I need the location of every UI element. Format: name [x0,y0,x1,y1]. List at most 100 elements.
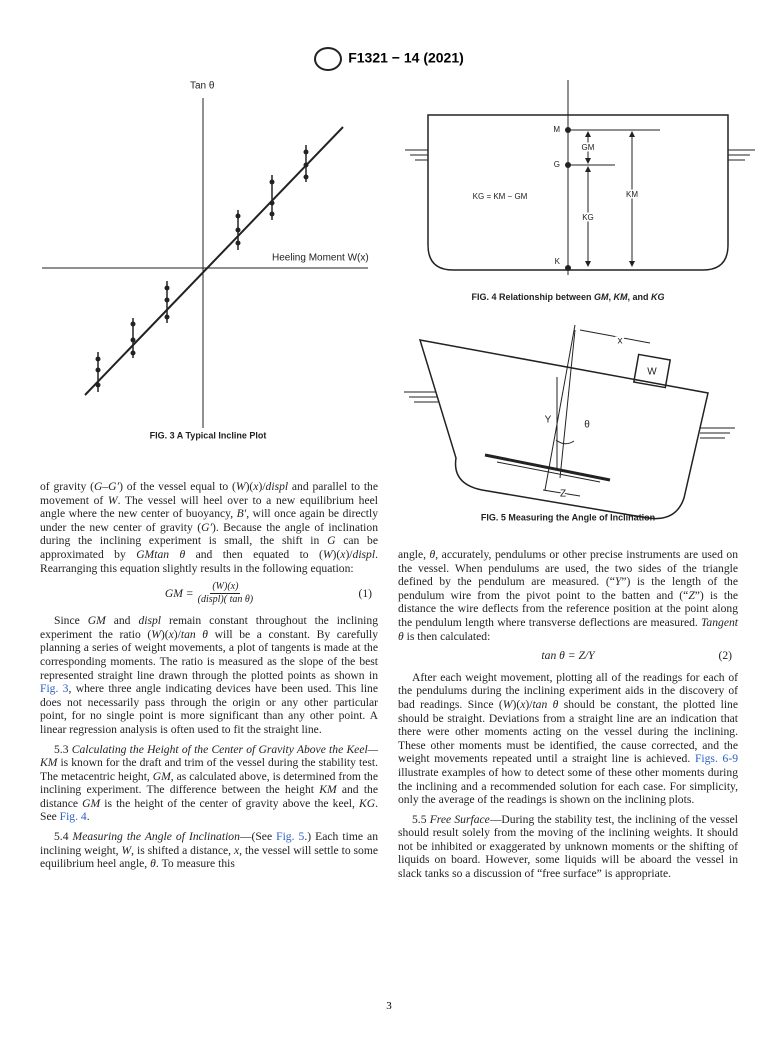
caption: FIG. 4 Relationship between GM, KM, and … [471,292,664,302]
header: F1321 − 14 (2021) [0,47,778,71]
paragraph: After each weight movement, plotting all… [398,671,738,807]
text-run: angle, [398,548,430,561]
equation-number: (1) [358,586,372,600]
text-run: can be approximated by [40,534,378,561]
label: KG [582,213,594,222]
link[interactable]: Figs. 6-9 [694,752,738,766]
caption-run: KG [651,292,665,302]
label: G [554,160,560,169]
equation: KG = KM − GM [473,192,528,201]
equation: GM = (W)(x) (displ)( tan θ) (1) [40,581,378,606]
text-run: . To measure this [155,857,235,871]
text-run: GMtan θ [136,547,186,561]
text-run: x [520,697,526,711]
text-run: )/ [345,547,353,561]
caption-run: FIG. 4 Relationship between [471,292,594,302]
equation-lhs: tan θ = Z/Y [541,649,595,663]
caption-run: , [609,292,614,302]
text-run: GM [87,614,106,628]
label: θ [584,420,590,431]
x-label: Heeling Moment W(x) [272,253,369,264]
text-run: will be a constant. By carefully plannin… [40,627,379,682]
text-run: )( [332,547,341,561]
text-run: displ [138,614,162,628]
right-column: angle, θ, accurately, pendulums or other… [398,548,738,887]
text-run: )/ [173,627,181,641]
text-run: x [253,480,259,493]
text-run: , will once again be directly under the … [40,507,378,534]
logo [314,47,343,71]
text-run: should be constant, the plotted line sho… [398,697,738,766]
paragraph: of gravity (G–G′) of the vessel equal to… [40,480,378,575]
text-run: )( [512,697,521,711]
label: Y [545,415,552,426]
text-run: . The vessel will heel over to a new equ… [40,493,378,521]
text-run: is the height of the center of gravity a… [100,796,359,810]
text-run: G [327,534,336,548]
text-run: W [121,843,132,857]
link[interactable]: Fig. 3 [40,682,69,696]
text-run: 5.4 [54,830,73,844]
paragraph: Since GM and displ remain constant throu… [40,614,378,736]
text-run: 5.5 [412,812,430,826]
text-run: G′ [201,520,212,534]
text-run: and parallel to the movement of [40,480,378,507]
text-run: . Rearranging this equation slightly res… [40,547,378,575]
text-run: , accurately, pendulums or other precise… [398,548,739,589]
text-run: Calculating the Height of the Center of … [40,742,378,770]
text-run: G–G′ [93,480,120,493]
text-run: is then calculated: [403,629,491,643]
label: GM [582,143,595,152]
text-run: GM [152,769,171,783]
text-run: KM [319,783,337,797]
text-run: W [502,697,513,711]
text-run: W [107,493,118,507]
text-run: , the vessel will settle to some equilib… [40,843,378,871]
text-run: )/ [525,697,533,711]
text-run: Tangent θ [398,615,738,643]
text-run: Z [688,588,695,602]
text-run: x [340,547,346,561]
text-run: KG [358,796,376,810]
text-run: ”) is the length of the pendulum wire fr… [398,575,738,602]
text-run: Y [614,575,622,589]
paragraph: 5.4 Measuring the Angle of Inclination—(… [40,830,378,871]
text-run: .) Each time an inclining weight, [40,830,378,857]
text-run: )( [160,627,169,641]
left-column: of gravity (G–G′) of the vessel equal to… [40,480,378,877]
text-run: Free Surface [429,812,490,826]
text-run: illustrate examples of how to detect som… [398,765,738,807]
text-run: )( [245,480,254,493]
text-run: and [105,614,139,628]
label: Z [560,489,566,500]
text-run: W [235,480,246,493]
text-run: of gravity ( [40,480,94,493]
text-run: and then equated to ( [185,547,323,561]
page-number: 3 [386,1000,392,1012]
text-run: ”) is the distance the wire deflects fro… [398,588,739,629]
caption: FIG. 5 Measuring the Angle of Inclinatio… [481,512,655,522]
text-run: remain constant throughout the inclining… [40,614,378,641]
link[interactable]: Fig. 5 [276,830,305,844]
label: x [618,336,623,347]
text-run: After each weight movement, plotting all… [398,670,738,711]
paragraph: angle, θ, accurately, pendulums or other… [398,548,738,643]
denominator: (displ)( tan θ) [197,594,254,606]
label: KM [626,190,638,199]
text-run: . [86,810,90,824]
text-run: , as calculated above, is determined fro… [40,769,378,797]
text-run: displ [352,547,376,561]
label: K [555,257,561,266]
text-run: W [151,627,161,641]
equation-number: (2) [718,649,732,663]
numerator: (W)(x) [210,581,241,595]
label: M [553,125,560,134]
text-run: —During the stability test, the inclinin… [398,812,739,881]
text-run: Since [54,614,88,628]
caption: FIG. 3 A Typical Incline Plot [150,430,267,440]
caption-run: KM [614,292,628,302]
link[interactable]: Fig. 4 [59,810,87,824]
y-label: Tan θ [190,81,215,92]
text-run: θ [429,548,436,561]
